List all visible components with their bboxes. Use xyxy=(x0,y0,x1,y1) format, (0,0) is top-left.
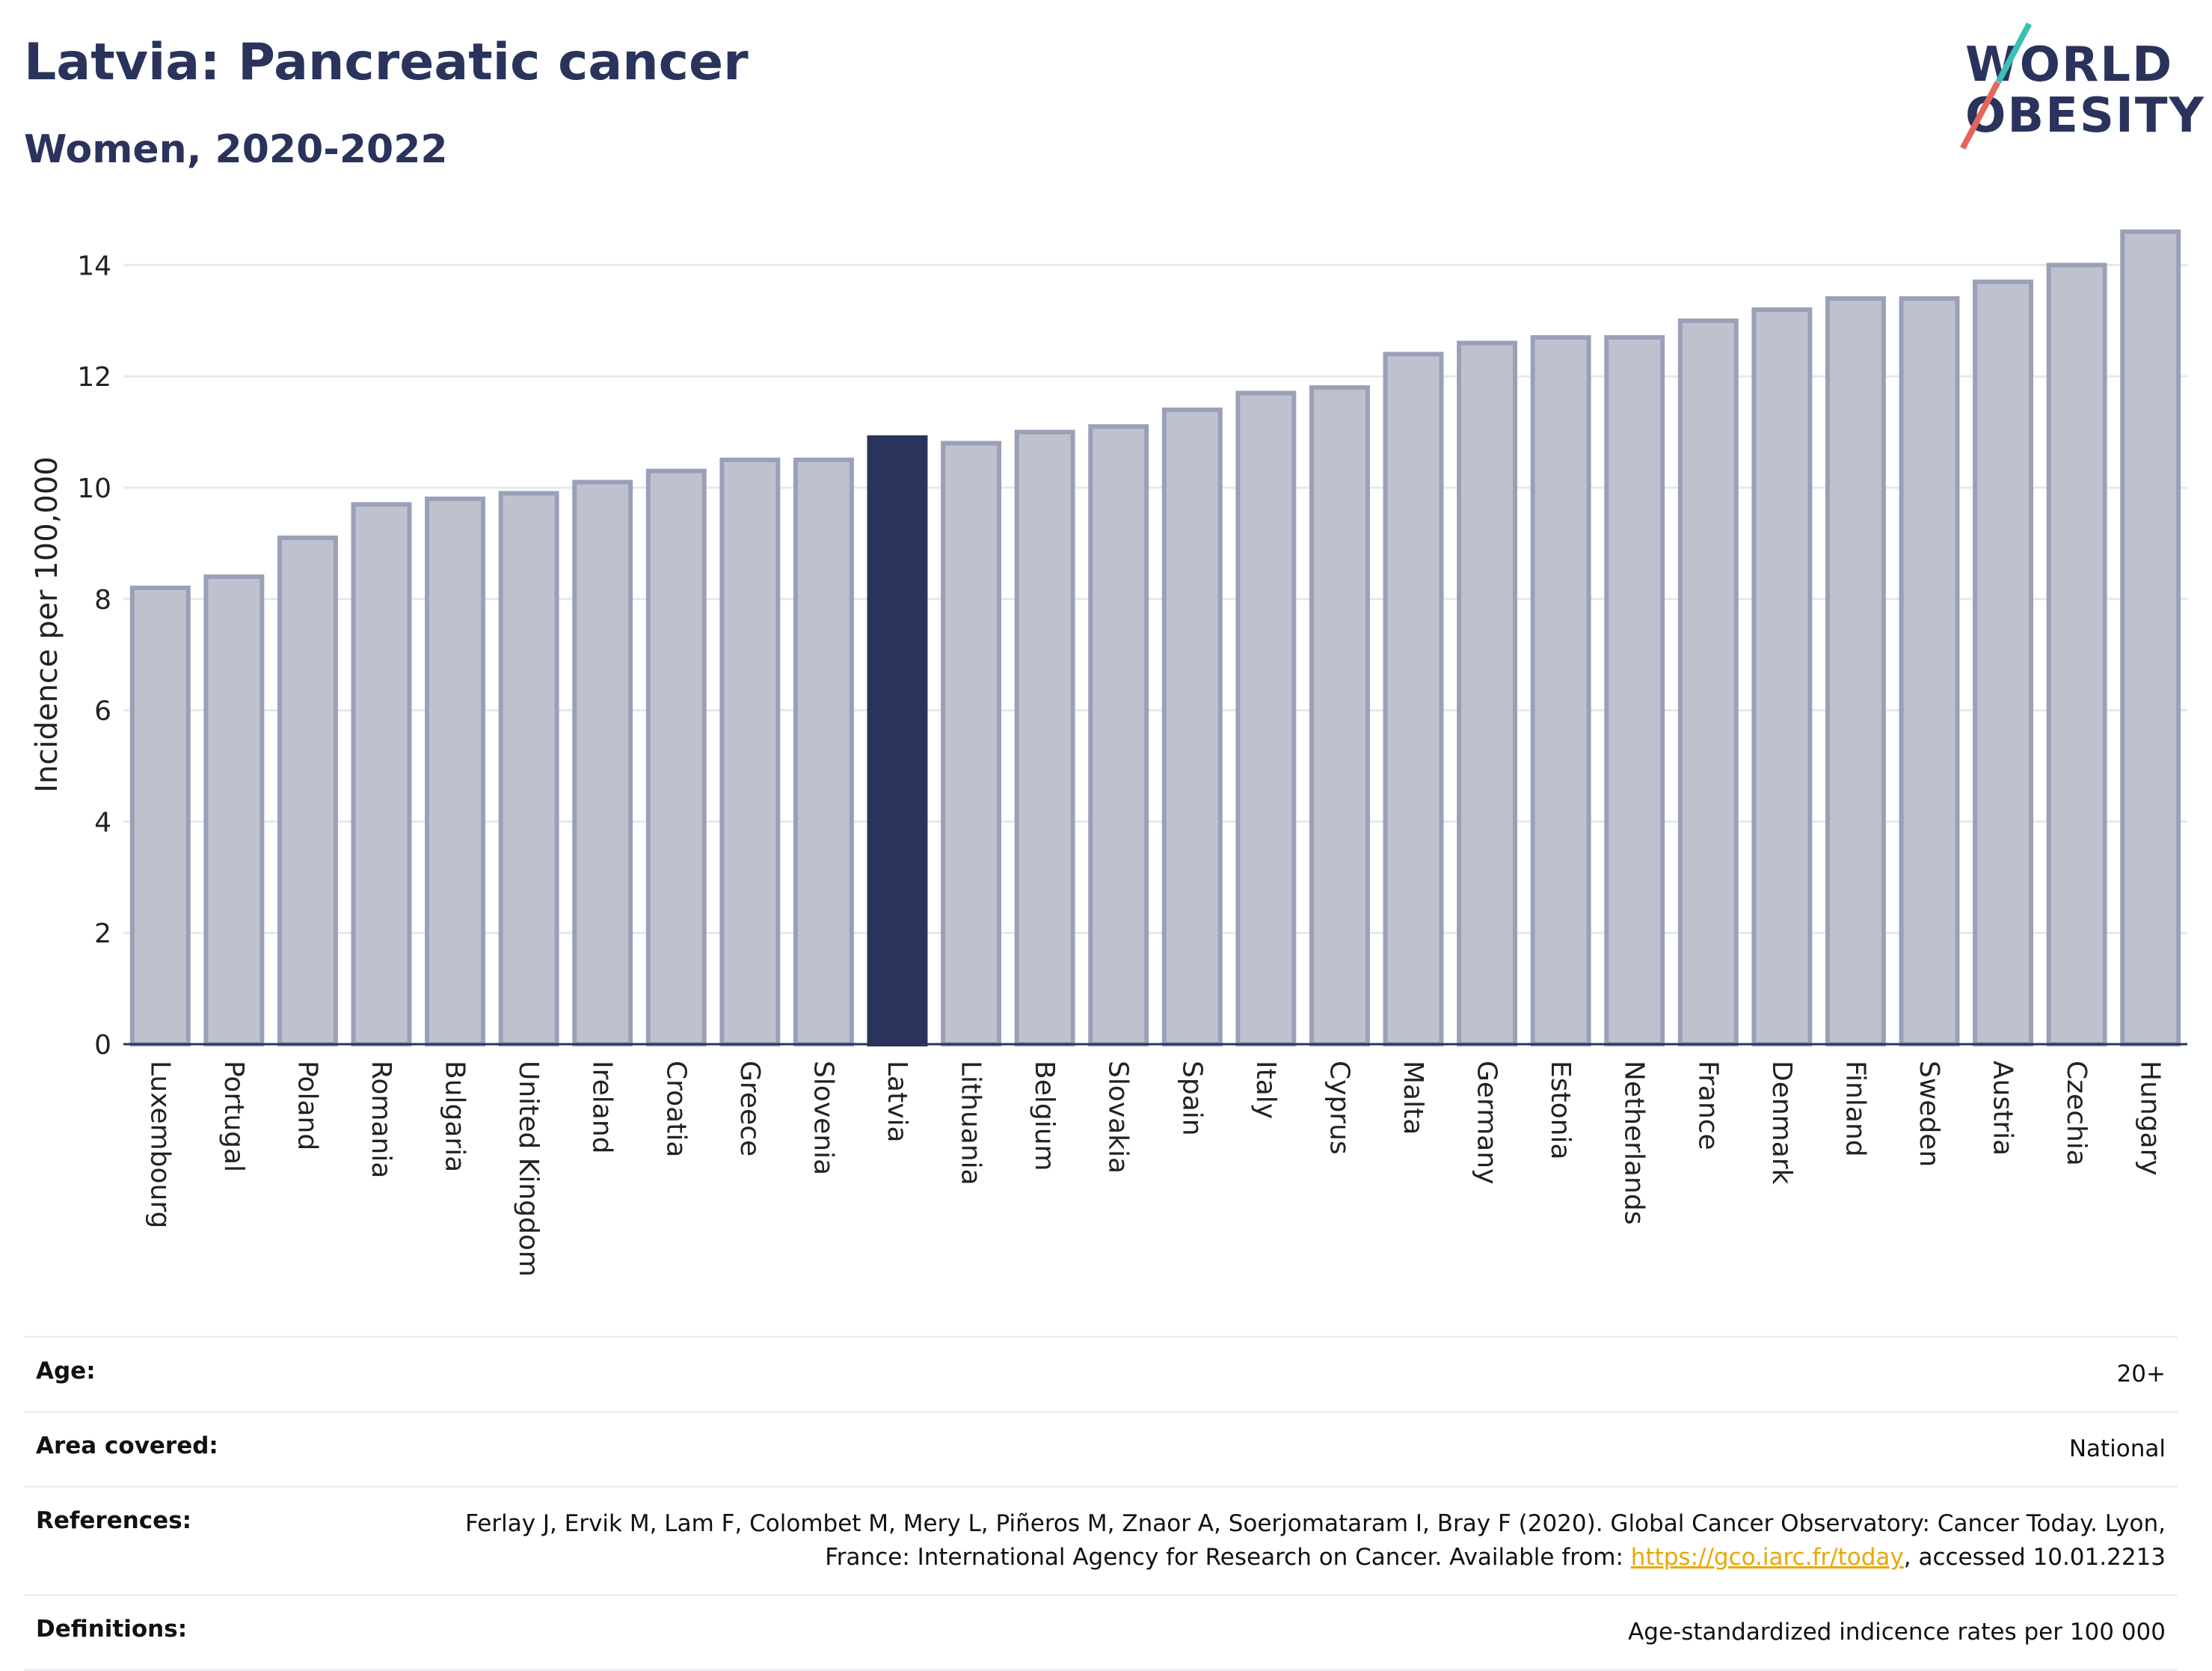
x-tick-label: Croatia xyxy=(660,1061,691,1157)
x-tick-label: Cyprus xyxy=(1324,1061,1354,1155)
x-tick-label: Bulgaria xyxy=(440,1061,470,1172)
bar-finland xyxy=(1825,296,1886,1047)
x-tick-label: Germany xyxy=(1472,1061,1502,1184)
y-tick-label: 2 xyxy=(94,919,111,949)
logo-text-line2: OBESITY xyxy=(1965,88,2205,144)
x-tick-label: Ireland xyxy=(587,1061,618,1154)
x-tick-label: Malta xyxy=(1398,1061,1428,1135)
x-tick-label: Spain xyxy=(1176,1061,1207,1136)
bar-bulgaria xyxy=(425,496,486,1046)
bar-estonia xyxy=(1530,335,1591,1046)
info-row-age: Age: 20+ xyxy=(24,1336,2178,1411)
x-tick-label: France xyxy=(1692,1061,1723,1150)
bar-cyprus xyxy=(1309,385,1370,1046)
bar-sweden xyxy=(1899,296,1960,1047)
x-tick-label: Hungary xyxy=(2135,1061,2166,1176)
references-text-2: , accessed 10.01.2213 xyxy=(1903,1544,2166,1571)
info-row-area: Area covered: National xyxy=(24,1411,2178,1485)
info-table: Age: 20+ Area covered: National Referenc… xyxy=(24,1336,2178,1671)
info-row-references: References: Ferlay J, Ervik M, Lam F, Co… xyxy=(24,1485,2178,1594)
x-tick-label: Portugal xyxy=(218,1061,249,1172)
x-tick-label: Belgium xyxy=(1029,1061,1060,1171)
y-tick-label: 10 xyxy=(77,473,111,504)
x-tick-label: Finland xyxy=(1840,1061,1870,1157)
bar-luxembourg xyxy=(129,585,191,1046)
x-tick-label: Slovakia xyxy=(1103,1061,1134,1174)
bar-czechia xyxy=(2046,263,2107,1046)
x-tick-label: Romania xyxy=(366,1061,396,1178)
bar-greece xyxy=(719,457,781,1046)
references-link[interactable]: https://gco.iarc.fr/today xyxy=(1630,1544,1904,1571)
references-label: References: xyxy=(36,1507,192,1534)
definitions-value: Age-standardized indicence rates per 100… xyxy=(1628,1619,2166,1646)
bar-croatia xyxy=(645,468,707,1046)
bar-latvia xyxy=(867,435,928,1046)
bar-poland xyxy=(277,535,338,1046)
x-tick-label: Sweden xyxy=(1914,1061,1944,1167)
x-tick-label: Slovenia xyxy=(808,1061,838,1175)
bar-slovakia xyxy=(1088,424,1149,1046)
x-tick-label: Estonia xyxy=(1545,1061,1576,1160)
bar-spain xyxy=(1161,407,1223,1046)
bar-lithuania xyxy=(941,441,1002,1046)
bar-portugal xyxy=(203,574,265,1046)
y-tick-label: 4 xyxy=(94,807,111,838)
x-tick-label: Netherlands xyxy=(1619,1061,1650,1224)
bars-layer xyxy=(129,229,2181,1047)
references-value: Ferlay J, Ervik M, Lam F, Colombet M, Me… xyxy=(446,1507,2166,1575)
bar-hungary xyxy=(2120,229,2181,1046)
bar-ireland xyxy=(572,479,633,1046)
bar-slovenia xyxy=(793,457,854,1046)
bar-germany xyxy=(1457,340,1518,1046)
bar-malta xyxy=(1383,352,1444,1046)
definitions-label: Definitions: xyxy=(36,1616,188,1643)
area-value: National xyxy=(2068,1435,2166,1462)
y-tick-label: 8 xyxy=(94,585,111,616)
info-row-definitions: Definitions: Age-standardized indicence … xyxy=(24,1594,2178,1671)
x-tick-label: Czechia xyxy=(2061,1061,2092,1166)
world-obesity-logo: WORLD OBESITY xyxy=(1944,22,2204,157)
bar-romania xyxy=(351,502,412,1046)
x-tick-label: Luxembourg xyxy=(144,1061,175,1228)
y-tick-label: 12 xyxy=(77,362,111,393)
bar-chart: 0 2 4 6 8 10 12 14 Luxembourg Portugal Poland Roman… xyxy=(30,229,2187,1277)
bar-denmark xyxy=(1751,307,1813,1047)
bar-italy xyxy=(1235,390,1297,1046)
x-tick-label: Italy xyxy=(1250,1061,1281,1119)
age-label: Age: xyxy=(36,1358,96,1385)
y-tick-label: 6 xyxy=(94,696,111,727)
x-tick-label: Denmark xyxy=(1766,1061,1797,1185)
bar-france xyxy=(1677,318,1739,1046)
y-tick-label: 14 xyxy=(77,251,111,281)
age-value: 20+ xyxy=(2116,1361,2166,1388)
x-tick-label: Austria xyxy=(1988,1061,2018,1156)
x-tick-label: Poland xyxy=(292,1061,322,1150)
bar-austria xyxy=(1973,279,2034,1047)
references-text-1: Ferlay J, Ervik M, Lam F, Colombet M, Me… xyxy=(465,1510,2166,1571)
bar-belgium xyxy=(1014,429,1075,1046)
chart-subtitle: Women, 2020-2022 xyxy=(24,127,448,172)
x-tick-label: Lithuania xyxy=(956,1061,986,1186)
x-tick-label: Greece xyxy=(734,1061,765,1156)
area-label: Area covered: xyxy=(36,1432,218,1459)
y-axis-label: Incidence per 100,000 xyxy=(30,456,64,793)
bar-netherlands xyxy=(1604,335,1665,1046)
bar-united-kingdom xyxy=(498,491,559,1046)
chart-title: Latvia: Pancreatic cancer xyxy=(24,33,749,92)
x-tick-label: Latvia xyxy=(882,1061,912,1143)
x-tick-label: United Kingdom xyxy=(513,1061,544,1277)
axis-layer: 0 2 4 6 8 10 12 14 Luxembourg Portugal Poland Roman… xyxy=(77,251,2187,1277)
y-tick-label: 0 xyxy=(94,1030,111,1061)
